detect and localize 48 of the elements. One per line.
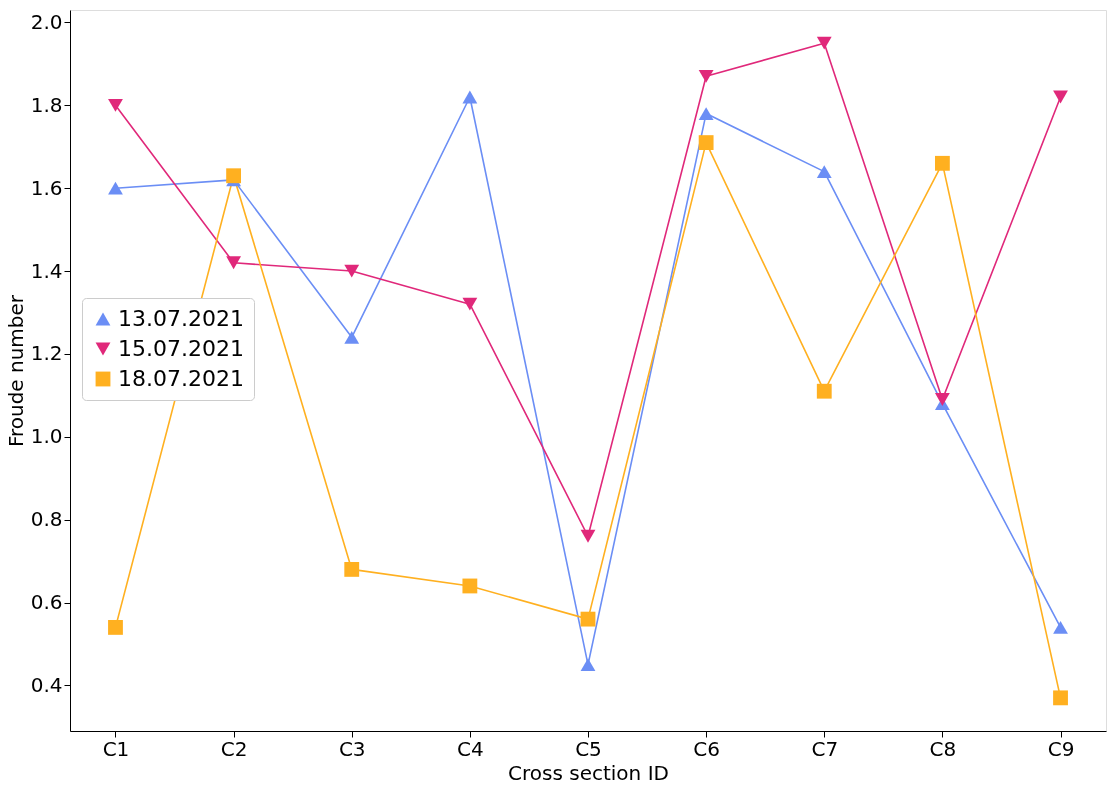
point (462, 90, 478, 104)
y-tick-label: 1.2 (30, 341, 63, 366)
point (1053, 620, 1068, 634)
point (698, 69, 714, 83)
x-tick-label: C9 (1047, 736, 1075, 761)
point (108, 98, 123, 112)
point (1053, 690, 1068, 706)
legend-label: 18.07.2021 (118, 366, 244, 391)
point (934, 155, 950, 171)
x-tick-label: C8 (929, 736, 957, 761)
x-tick-label: C7 (811, 736, 839, 761)
legend-label: 13.07.2021 (118, 306, 244, 331)
point (226, 256, 242, 270)
x-tick-label: C6 (693, 736, 720, 761)
point (344, 264, 360, 278)
x-tick-label: C4 (457, 736, 484, 761)
x-axis-title: Cross section ID (508, 760, 669, 785)
x-tick-label: C2 (220, 736, 248, 761)
legend-label: 15.07.2021 (118, 336, 244, 361)
x-tick-label: C5 (575, 736, 602, 761)
point (816, 383, 832, 399)
point (698, 135, 714, 151)
y-axis-title: Froude number (3, 294, 28, 448)
point (816, 36, 832, 50)
y-tick-label: 1.4 (30, 258, 63, 283)
x-tick-label: C3 (338, 736, 366, 761)
point (580, 529, 596, 543)
y-tick-label: 1.0 (30, 424, 63, 449)
point (344, 330, 360, 344)
point (108, 619, 123, 635)
point (226, 168, 242, 184)
y-tick-label: 0.4 (30, 672, 63, 697)
y-tick-label: 0.6 (30, 590, 63, 615)
y-tick-label: 1.6 (30, 175, 63, 200)
point (934, 393, 950, 406)
point (462, 297, 478, 311)
point (580, 658, 596, 672)
x-tick-label: C1 (102, 736, 130, 761)
point (108, 181, 123, 195)
point (698, 107, 714, 121)
point (580, 611, 596, 627)
y-tick-label: 2.0 (30, 9, 63, 34)
point (344, 561, 360, 577)
y-tick-label: 0.8 (30, 507, 63, 532)
point (1053, 90, 1068, 104)
point (816, 165, 832, 179)
point (462, 578, 478, 594)
y-tick-label: 1.8 (30, 92, 63, 117)
